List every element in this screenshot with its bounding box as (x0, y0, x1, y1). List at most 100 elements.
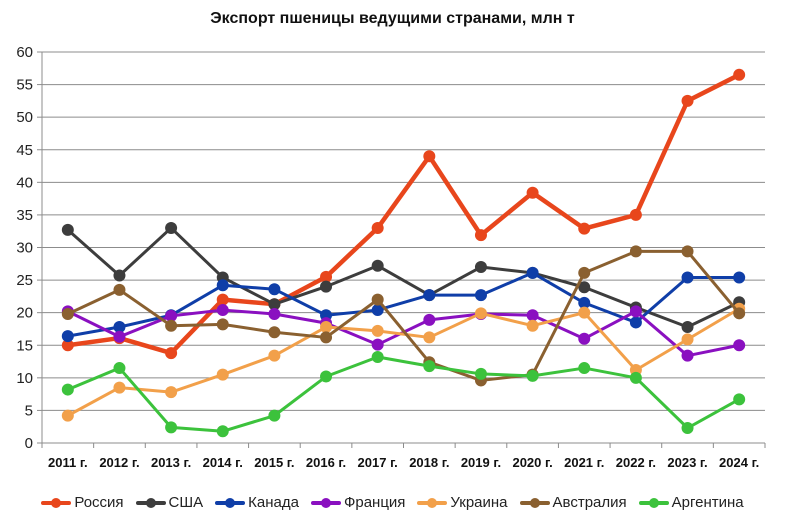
data-point (113, 330, 126, 343)
data-point (681, 422, 694, 435)
y-tick-label: 60 (16, 44, 33, 61)
data-point (216, 318, 229, 331)
data-point (371, 350, 384, 363)
data-point (578, 306, 591, 319)
y-tick-label: 50 (16, 109, 33, 126)
data-point (474, 367, 487, 380)
data-point (526, 319, 539, 332)
legend-marker-icon (215, 497, 246, 509)
x-tick-label: 2020 г. (512, 455, 552, 470)
series-lines (61, 68, 746, 438)
series-line (67, 271, 740, 338)
data-point (371, 293, 384, 306)
data-point (268, 307, 281, 320)
data-point (578, 362, 591, 375)
x-tick-label: 2024 г. (719, 455, 759, 470)
legend-marker-icon (519, 497, 550, 509)
x-tick-label: 2019 г. (461, 455, 501, 470)
gridlines (42, 51, 765, 411)
data-point (371, 324, 384, 337)
y-tick-label: 15 (16, 337, 33, 354)
data-point (423, 313, 436, 326)
data-point (733, 68, 746, 81)
data-point (268, 409, 281, 422)
data-point (578, 266, 591, 279)
legend-item: Австралия (519, 494, 627, 511)
legend-marker-icon (41, 497, 72, 509)
y-tick-label: 30 (16, 240, 33, 257)
x-tick-label: 2014 г. (203, 455, 243, 470)
y-tick-label: 55 (16, 77, 33, 94)
data-point (681, 321, 694, 334)
x-tick-label: 2015 г. (254, 455, 294, 470)
data-point (61, 330, 74, 343)
y-tick-label: 10 (16, 370, 33, 387)
data-point (629, 316, 642, 329)
data-point (113, 362, 126, 375)
data-point (61, 223, 74, 236)
y-tick-label: 5 (25, 402, 33, 419)
legend-marker-icon (310, 497, 341, 509)
data-point (113, 321, 126, 334)
legend-marker-icon (135, 497, 166, 509)
data-point (733, 393, 746, 406)
y-tick-label: 25 (16, 272, 33, 289)
x-tick-label: 2016 г. (306, 455, 346, 470)
data-point (474, 261, 487, 274)
data-point (681, 271, 694, 284)
legend-marker-icon (638, 497, 669, 509)
data-point (216, 279, 229, 292)
data-point (578, 281, 591, 294)
data-point (681, 349, 694, 362)
y-tick-label: 45 (16, 142, 33, 159)
data-point (165, 386, 178, 399)
data-point (268, 283, 281, 296)
x-tick-label: 2021 г. (564, 455, 604, 470)
data-point (423, 150, 436, 163)
legend-label: США (168, 494, 204, 511)
data-point (165, 421, 178, 434)
y-tick-label: 20 (16, 305, 33, 322)
data-point (423, 360, 436, 373)
data-point (681, 333, 694, 346)
data-point (165, 319, 178, 332)
legend-label: Украина (450, 494, 508, 511)
data-point (216, 425, 229, 438)
legend-item: Канада (215, 494, 299, 511)
data-point (216, 293, 229, 306)
series-line (67, 307, 740, 417)
data-point (320, 321, 333, 334)
data-point (526, 369, 539, 382)
series-line (67, 72, 741, 356)
legend-label: Россия (74, 494, 124, 511)
data-point (578, 332, 591, 345)
data-point (320, 270, 333, 283)
legend-label: Австралия (552, 494, 627, 511)
x-tick-label: 2012 г. (99, 455, 139, 470)
data-point (113, 381, 126, 394)
data-point (320, 370, 333, 383)
axes: 0 5 10 15 20 25 30 35 40 45 50 55 60 2011 г. 2012 г. 20… (16, 44, 766, 470)
data-point (61, 339, 74, 352)
data-point (216, 368, 229, 381)
data-point (474, 307, 487, 320)
x-tick-label: 2017 г. (358, 455, 398, 470)
y-tick-label: 35 (16, 207, 33, 224)
data-point (474, 289, 487, 302)
data-point (113, 269, 126, 282)
series-line (67, 355, 740, 433)
legend-item: Аргентина (638, 494, 744, 511)
data-point (371, 259, 384, 272)
data-point (526, 266, 539, 279)
legend-item: Украина (417, 494, 508, 511)
series-line (67, 249, 741, 382)
data-point (371, 304, 384, 317)
x-tick-label: 2018 г. (409, 455, 449, 470)
data-point (268, 298, 281, 311)
legend-label: Канада (248, 494, 299, 511)
series-line (66, 226, 740, 329)
data-point (113, 283, 126, 296)
legend-item: Франция (310, 494, 405, 511)
data-point (371, 221, 384, 234)
